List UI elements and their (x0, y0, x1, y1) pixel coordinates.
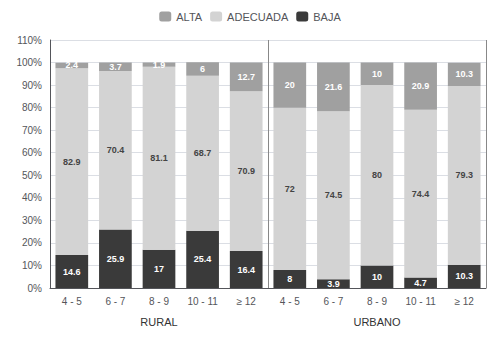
svg-text:6: 6 (200, 64, 205, 74)
svg-text:≥ 12: ≥ 12 (455, 296, 475, 307)
svg-text:100%: 100% (16, 57, 42, 68)
svg-text:BAJA: BAJA (313, 11, 341, 23)
svg-text:14.6: 14.6 (63, 267, 81, 277)
svg-text:10: 10 (372, 272, 382, 282)
svg-text:2.4: 2.4 (66, 60, 79, 70)
svg-text:80%: 80% (22, 102, 42, 113)
svg-text:0%: 0% (28, 283, 43, 294)
svg-text:10%: 10% (22, 260, 42, 271)
svg-text:6 - 7: 6 - 7 (105, 296, 125, 307)
svg-text:8 - 9: 8 - 9 (149, 296, 169, 307)
svg-text:70%: 70% (22, 125, 42, 136)
svg-text:81.1: 81.1 (150, 153, 168, 163)
svg-text:4 - 5: 4 - 5 (62, 296, 82, 307)
svg-text:25.9: 25.9 (107, 254, 125, 264)
svg-text:10.3: 10.3 (455, 69, 473, 79)
svg-text:ALTA: ALTA (176, 11, 203, 23)
svg-text:20.9: 20.9 (412, 81, 430, 91)
svg-text:1.9: 1.9 (153, 60, 166, 70)
svg-text:74.4: 74.4 (412, 189, 430, 199)
svg-text:90%: 90% (22, 80, 42, 91)
svg-text:20%: 20% (22, 237, 42, 248)
svg-text:50%: 50% (22, 170, 42, 181)
svg-text:110%: 110% (17, 35, 42, 46)
svg-text:10 - 11: 10 - 11 (405, 296, 436, 307)
svg-text:10: 10 (372, 69, 382, 79)
svg-text:40%: 40% (22, 192, 42, 203)
svg-text:25.4: 25.4 (194, 254, 212, 264)
svg-text:8 - 9: 8 - 9 (367, 296, 387, 307)
svg-text:≥ 12: ≥ 12 (237, 296, 257, 307)
svg-text:60%: 60% (22, 147, 42, 158)
svg-text:6 - 7: 6 - 7 (323, 296, 343, 307)
svg-text:74.5: 74.5 (325, 190, 343, 200)
svg-text:68.7: 68.7 (194, 148, 212, 158)
svg-text:82.9: 82.9 (63, 157, 81, 167)
svg-text:10 - 11: 10 - 11 (187, 296, 218, 307)
svg-text:30%: 30% (22, 215, 42, 226)
svg-text:URBANO: URBANO (353, 316, 401, 328)
svg-text:4.7: 4.7 (414, 278, 427, 288)
svg-text:ADECUADA: ADECUADA (227, 11, 289, 23)
svg-text:17: 17 (154, 264, 164, 274)
svg-text:3.9: 3.9 (327, 279, 340, 289)
svg-text:21.6: 21.6 (325, 82, 343, 92)
svg-text:16.4: 16.4 (237, 265, 255, 275)
svg-text:80: 80 (372, 170, 382, 180)
svg-text:70.4: 70.4 (107, 145, 125, 155)
svg-text:20: 20 (285, 80, 295, 90)
svg-text:3.7: 3.7 (109, 62, 122, 72)
svg-text:79.3: 79.3 (455, 170, 473, 180)
svg-text:12.7: 12.7 (237, 72, 255, 82)
svg-text:8: 8 (287, 274, 292, 284)
svg-text:RURAL: RURAL (140, 316, 177, 328)
svg-text:10.3: 10.3 (455, 271, 473, 281)
svg-text:4 - 5: 4 - 5 (280, 296, 300, 307)
svg-text:72: 72 (285, 184, 295, 194)
svg-text:70.9: 70.9 (237, 166, 255, 176)
